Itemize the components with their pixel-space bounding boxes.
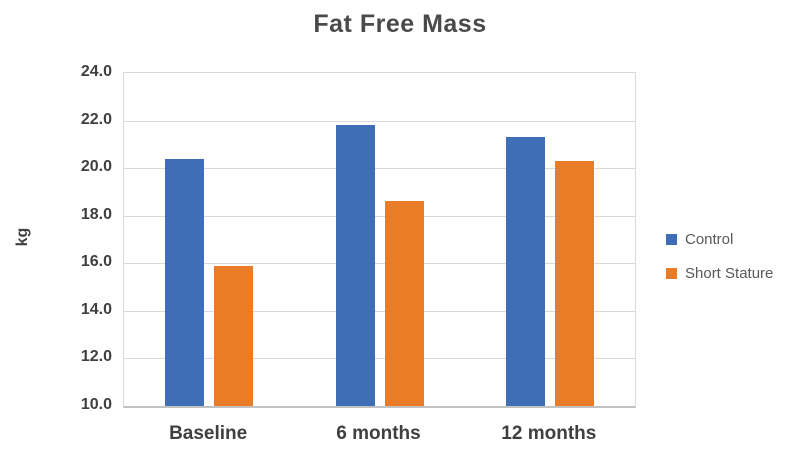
legend-swatch-icon — [666, 268, 677, 279]
gridline-12 — [124, 358, 635, 360]
legend-item-short-stature: Short Stature — [666, 265, 773, 282]
ytick-18.0: 18.0 — [80, 205, 112, 223]
gridline-20 — [124, 168, 635, 170]
ytick-20.0: 20.0 — [80, 158, 112, 176]
bar-control-12-months — [505, 137, 545, 406]
gridline-18 — [124, 215, 635, 217]
xlabel-12-months: 12 months — [501, 423, 597, 444]
xlabel-6-months: 6 months — [336, 423, 421, 444]
ytick-14.0: 14.0 — [80, 300, 112, 318]
bar-short-stature-12-months — [554, 161, 594, 406]
y-axis-label: kg — [14, 227, 31, 247]
ytick-16.0: 16.0 — [80, 253, 112, 271]
legend-label: Short Stature — [685, 265, 774, 282]
gridline-14 — [124, 310, 635, 312]
gridline-22 — [124, 120, 635, 122]
xlabel-baseline: Baseline — [169, 423, 248, 444]
legend-item-control: Control — [666, 231, 773, 248]
plot-area — [123, 72, 636, 408]
legend-swatch-icon — [666, 234, 677, 245]
legend: Control Short Stature — [666, 231, 773, 299]
bar-control-6-months — [335, 125, 375, 406]
ytick-10.0: 10.0 — [80, 396, 112, 413]
ytick-22.0: 22.0 — [80, 110, 112, 128]
chart-title: Fat Free Mass — [313, 10, 487, 38]
gridline-16 — [124, 263, 635, 265]
bar-control-baseline — [165, 158, 205, 406]
ytick-12.0: 12.0 — [80, 348, 112, 366]
legend-label: Control — [685, 231, 734, 248]
bar-short-stature-baseline — [214, 265, 254, 406]
bar-short-stature-6-months — [384, 201, 424, 406]
ytick-24.0: 24.0 — [80, 63, 112, 80]
